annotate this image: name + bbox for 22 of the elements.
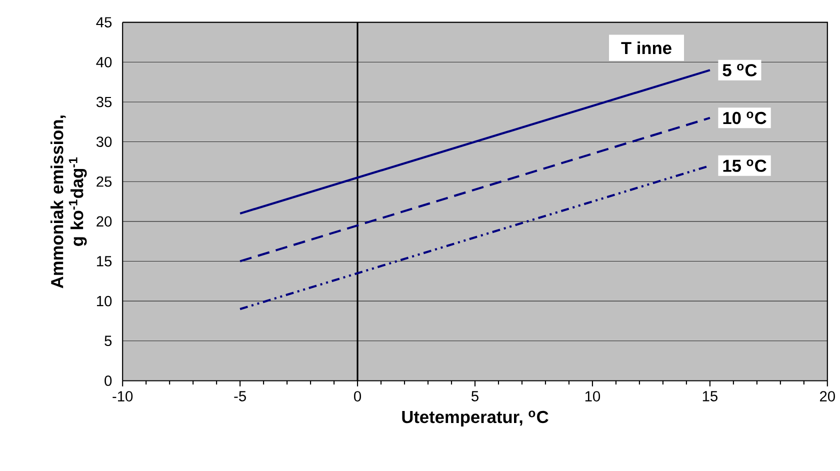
y-tick-label: 45	[96, 17, 112, 28]
x-tick-label: 0	[354, 391, 362, 402]
series-label: 15 $^{o}$C	[723, 160, 766, 172]
series-label: 5 $^{o}$C	[722, 64, 757, 77]
series-label: 10 $^{o}$C	[723, 112, 766, 124]
x-tick-label: 20	[820, 391, 835, 402]
x-tick-label: 15	[702, 391, 718, 402]
x-tick-label: 10	[585, 391, 600, 402]
y-tick-label: 5	[104, 336, 112, 346]
y-tick-label: 30	[96, 136, 112, 148]
y-tick-label: 20	[96, 216, 112, 227]
y-tick-label: 35	[96, 96, 112, 108]
legend-title: T inne	[621, 42, 672, 54]
x-tick-label: 5	[472, 391, 478, 402]
y-tick-label: 25	[96, 176, 112, 187]
y-tick-label: 15	[97, 256, 112, 267]
x-axis-title: Utetemperatur, $^{o}$C	[402, 410, 548, 427]
x-tick-label: -10	[112, 391, 133, 402]
y-tick-label: 0	[104, 376, 112, 386]
y-tick-label: 40	[96, 57, 112, 68]
y-tick-label: 10	[97, 296, 112, 306]
x-tick-label: -5	[234, 391, 246, 402]
